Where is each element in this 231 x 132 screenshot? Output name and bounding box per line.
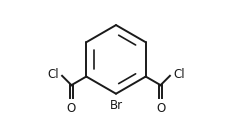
Text: Cl: Cl <box>173 68 184 81</box>
Text: Cl: Cl <box>47 68 58 81</box>
Text: O: O <box>155 102 164 115</box>
Text: O: O <box>67 102 76 115</box>
Text: Br: Br <box>109 99 122 112</box>
